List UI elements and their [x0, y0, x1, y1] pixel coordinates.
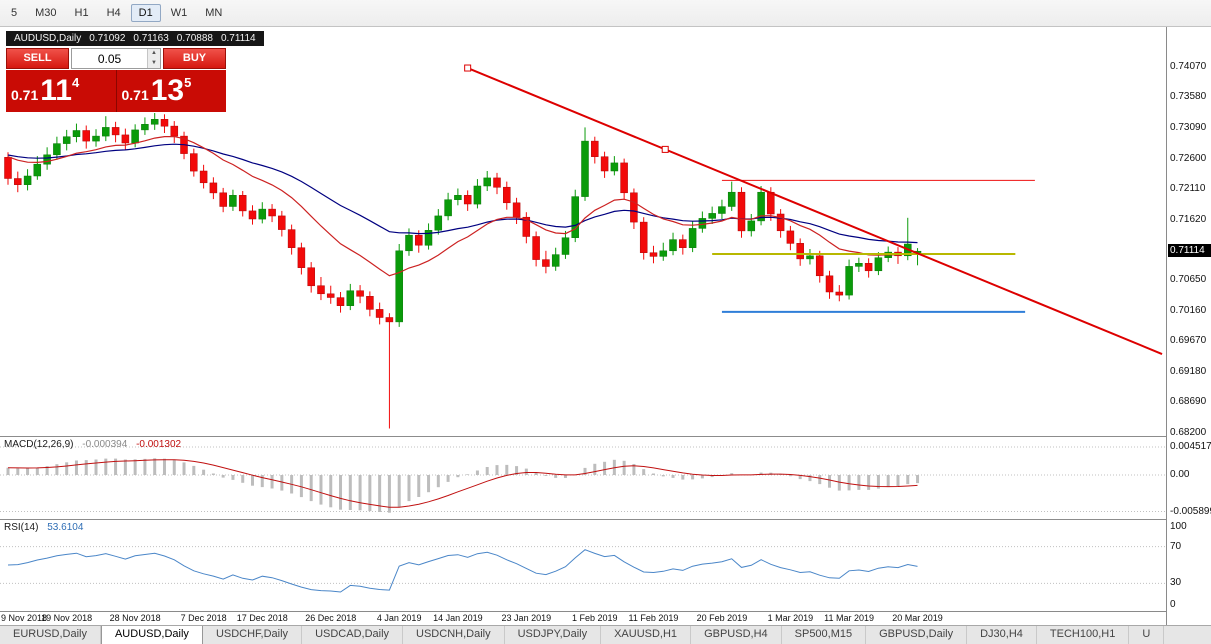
price-axis-label: 0.74070 [1170, 60, 1207, 72]
price-axis-label: 0.72600 [1170, 152, 1207, 164]
open-value: 0.71092 [89, 33, 126, 44]
price-axis-label: 0.71620 [1170, 213, 1207, 225]
macd-name: MACD(12,26,9) [4, 439, 74, 450]
macd-axis-label: 0.004517 [1170, 441, 1211, 453]
chart-tab-gbpusd-daily[interactable]: GBPUSD,Daily [866, 626, 968, 644]
ohlc-info-bar: AUDUSD,Daily 0.71092 0.71163 0.70888 0.7… [6, 31, 264, 46]
volume-input[interactable] [72, 49, 147, 68]
macd-axis-label: 0.00 [1170, 469, 1190, 481]
sell-price-sup: 4 [71, 75, 80, 90]
rsi-axis-label: 0 [1170, 599, 1176, 610]
sell-price-big: 11 [40, 74, 72, 107]
close-value: 0.71114 [220, 33, 256, 44]
date-axis[interactable]: 9 Nov 2018 19 Nov 2018 28 Nov 2018 7 Dec 20… [0, 611, 1166, 625]
chart-tab-bar: EURUSD,Daily AUDUSD,Daily USDCHF,Daily USDC… [0, 625, 1211, 644]
price-axis-label: 0.73580 [1170, 91, 1207, 103]
volume-box: ▲ ▼ [71, 48, 161, 69]
date-axis-label: 19 Nov 2018 [41, 613, 93, 623]
rsi-axis-label: 100 [1170, 521, 1187, 532]
low-value: 0.70888 [176, 33, 213, 44]
price-axis-label: 0.69180 [1170, 365, 1207, 377]
date-axis-label: 14 Jan 2019 [433, 613, 483, 623]
chart-window: AUDUSD,Daily 0.71092 0.71163 0.70888 0.7… [0, 27, 1211, 625]
date-axis-label: 7 Dec 2018 [180, 613, 227, 623]
price-axis[interactable]: 0.74070 0.73580 0.73090 0.72600 0.72110 0.716… [1166, 27, 1211, 625]
date-axis-label: 11 Mar 2019 [824, 613, 875, 623]
date-axis-label: 23 Jan 2019 [501, 613, 552, 623]
timeframe-toolbar: 5 M30 H1 H4 D1 W1 MN [0, 0, 1211, 27]
price-axis-label: 0.68200 [1170, 426, 1207, 438]
timeframe-button-d1[interactable]: D1 [130, 4, 161, 22]
price-axis-label: 0.68690 [1170, 396, 1207, 408]
buy-price-display[interactable]: 0.71 13 5 [116, 70, 226, 112]
chart-tab-sp500-m15[interactable]: SP500,M15 [781, 626, 867, 644]
date-axis-label: 28 Nov 2018 [109, 613, 161, 623]
chart-tab-usdjpy-daily[interactable]: USDJPY,Daily [504, 626, 602, 644]
symbol-period-label: AUDUSD,Daily [14, 33, 82, 44]
date-axis-label: 1 Mar 2019 [767, 613, 814, 623]
price-axis-label: 0.70650 [1170, 274, 1207, 286]
price-axis-label: 0.69670 [1170, 335, 1207, 347]
buy-price-sup: 5 [184, 75, 192, 90]
rsi-name: RSI(14) [4, 522, 39, 533]
rsi-indicator-label: RSI(14) 53.6104 [4, 522, 83, 533]
chart-tab-usdcad-daily[interactable]: USDCAD,Daily [302, 626, 404, 644]
volume-spinner: ▲ ▼ [147, 49, 160, 68]
rsi-axis-label: 70 [1170, 540, 1182, 552]
volume-increase-button[interactable]: ▲ [148, 49, 160, 59]
chart-tab-xauusd-h1[interactable]: XAUUSD,H1 [601, 626, 692, 644]
date-axis-label: 20 Mar 2019 [892, 613, 943, 623]
chart-tab-usdcnh-daily[interactable]: USDCNH,Daily [403, 626, 505, 644]
high-value: 0.71163 [133, 33, 169, 44]
macd-signal-value: -0.001302 [136, 439, 182, 450]
chart-tab-usdchf-daily[interactable]: USDCHF,Daily [202, 626, 303, 644]
chart-tab-tech100-h1[interactable]: TECH100,H1 [1036, 626, 1130, 644]
rsi-axis-label: 30 [1170, 577, 1182, 589]
chart-tab-u[interactable]: U [1129, 626, 1165, 644]
price-axis-label: 0.72110 [1170, 183, 1206, 195]
timeframe-button-h4[interactable]: H4 [106, 7, 121, 19]
rsi-value: 53.6104 [47, 522, 84, 533]
current-price-tag: 0.71114 [1168, 244, 1211, 258]
sell-price-display[interactable]: 0.71 11 4 [6, 70, 116, 112]
date-axis-label: 17 Dec 2018 [236, 613, 288, 623]
chart-tab-audusd-daily[interactable]: AUDUSD,Daily [100, 626, 203, 644]
macd-axis-label: -0.005899 [1170, 505, 1211, 517]
buy-price-prefix: 0.71 [121, 87, 149, 103]
sell-price-prefix: 0.71 [11, 87, 39, 103]
chart-tab-dj30-h4[interactable]: DJ30,H4 [967, 626, 1037, 644]
timeframe-button-h1[interactable]: H1 [74, 7, 89, 19]
chart-tab-gbpusd-h4[interactable]: GBPUSD,H4 [691, 626, 782, 644]
timeframe-button-w1[interactable]: W1 [170, 7, 188, 19]
timeframe-button-m30[interactable]: M30 [35, 7, 57, 19]
price-axis-label: 0.73090 [1170, 122, 1207, 133]
date-axis-label: 4 Jan 2019 [376, 613, 422, 623]
date-axis-label: 26 Dec 2018 [305, 613, 357, 623]
date-axis-label: 11 Feb 2019 [628, 613, 679, 623]
buy-price-big: 13 [150, 74, 185, 107]
price-axis-label: 0.70160 [1170, 304, 1207, 316]
chart-tab-eurusd-daily[interactable]: EURUSD,Daily [0, 626, 101, 644]
date-axis-label: 1 Feb 2019 [572, 613, 618, 623]
timeframe-button-5[interactable]: 5 [11, 7, 18, 19]
macd-indicator-label: MACD(12,26,9) -0.000394 -0.001302 [4, 439, 181, 450]
macd-main-value: -0.000394 [82, 439, 128, 450]
date-axis-label: 20 Feb 2019 [696, 613, 748, 623]
buy-button[interactable]: BUY [163, 48, 226, 69]
date-axis-label: 9 Nov 2018 [1, 613, 48, 623]
volume-decrease-button[interactable]: ▼ [148, 58, 160, 68]
sell-button[interactable]: SELL [6, 48, 69, 69]
timeframe-button-mn[interactable]: MN [205, 7, 223, 19]
one-click-trading-panel: SELL ▲ ▼ BUY 0.71 11 4 0.71 13 5 [6, 48, 226, 112]
